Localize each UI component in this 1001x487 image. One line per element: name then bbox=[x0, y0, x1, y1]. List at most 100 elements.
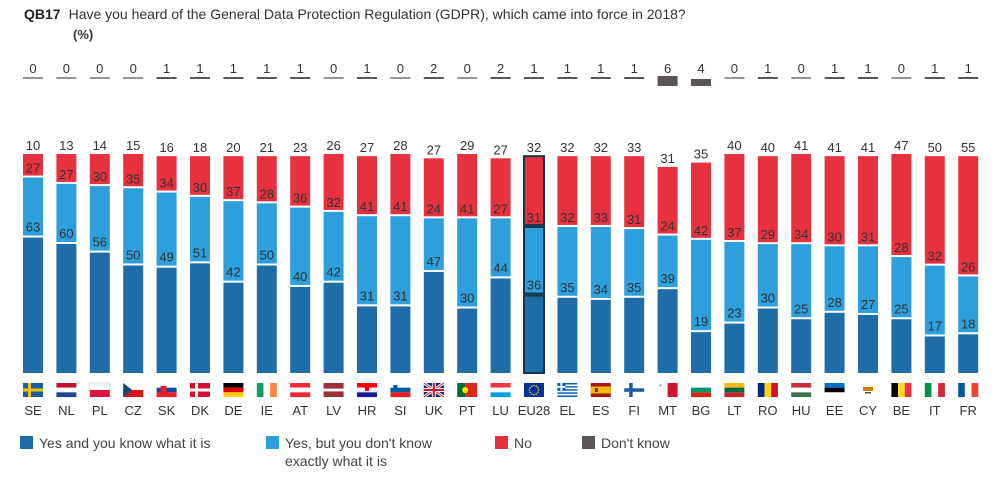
flag-lu-icon bbox=[490, 383, 511, 398]
label-dont-know-hu: 0 bbox=[798, 61, 805, 76]
category-label-cy: CY bbox=[859, 403, 877, 418]
flag-lv-icon bbox=[323, 383, 344, 397]
bar-yes-know-lu bbox=[490, 278, 511, 373]
bar-yes-dont-know-bg bbox=[691, 239, 711, 331]
bar-yes-know-es bbox=[590, 299, 611, 373]
label-no-se: 10 bbox=[26, 138, 40, 153]
label-dont-know-nl: 0 bbox=[63, 61, 70, 76]
label-yes-know-lv: 42 bbox=[326, 265, 340, 280]
label-dont-know-pt: 0 bbox=[464, 61, 471, 76]
bar-yes-know-el bbox=[557, 297, 578, 373]
label-dont-know-lv: 0 bbox=[330, 61, 337, 76]
bar-no-ee bbox=[824, 156, 845, 245]
bar-yes-know-ro bbox=[757, 308, 778, 373]
legend-label-yes-know: Yes and you know what it is bbox=[39, 435, 211, 451]
label-no-ee: 41 bbox=[827, 140, 841, 155]
category-label-fi: FI bbox=[628, 403, 640, 418]
label-yes-dont-know-pt: 41 bbox=[460, 201, 474, 216]
bar-no-uk bbox=[423, 158, 444, 217]
label-dont-know-uk: 2 bbox=[430, 61, 437, 76]
label-dont-know-pl: 0 bbox=[96, 61, 103, 76]
bar-no-cz bbox=[123, 154, 144, 187]
flag-de-icon bbox=[223, 383, 244, 398]
bar-yes-dont-know-it bbox=[924, 265, 945, 335]
category-label-fr: FR bbox=[960, 403, 977, 418]
label-yes-know-be: 25 bbox=[894, 301, 908, 316]
bar-yes-know-bg bbox=[691, 332, 711, 373]
bar-no-nl bbox=[56, 154, 77, 182]
label-yes-know-si: 31 bbox=[393, 288, 407, 303]
label-no-lu: 27 bbox=[493, 142, 507, 157]
bar-yes-know-eu28 bbox=[523, 294, 545, 375]
category-label-ie: IE bbox=[261, 403, 274, 418]
label-yes-know-lu: 44 bbox=[493, 260, 507, 275]
category-label-cz: CZ bbox=[125, 403, 142, 418]
bar-yes-dont-know-el bbox=[557, 226, 578, 296]
label-yes-know-ro: 30 bbox=[761, 291, 775, 306]
label-yes-dont-know-de: 37 bbox=[226, 184, 240, 199]
flag-eu28-icon bbox=[524, 383, 544, 397]
bar-yes-know-dk bbox=[190, 263, 210, 373]
label-dont-know-ro: 1 bbox=[764, 61, 771, 76]
category-label-de: DE bbox=[224, 403, 242, 418]
category-label-ee: EE bbox=[826, 403, 844, 418]
flag-fr-icon bbox=[958, 383, 979, 397]
label-dont-know-ie: 1 bbox=[263, 61, 270, 76]
label-no-eu28: 32 bbox=[527, 140, 541, 155]
bar-no-si bbox=[390, 154, 411, 215]
flag-hr-icon bbox=[357, 383, 377, 398]
label-dont-know-eu28: 1 bbox=[530, 61, 537, 76]
bar-yes-dont-know-pt bbox=[457, 218, 478, 307]
bar-no-cy bbox=[858, 156, 878, 245]
bar-no-hr bbox=[357, 156, 377, 215]
label-yes-know-es: 34 bbox=[594, 282, 608, 297]
flag-dk-icon bbox=[190, 383, 210, 397]
label-yes-know-mt: 39 bbox=[660, 271, 674, 286]
bar-no-ie bbox=[256, 156, 277, 202]
label-yes-know-hu: 25 bbox=[794, 301, 808, 316]
category-label-at: AT bbox=[292, 403, 308, 418]
label-dont-know-be: 0 bbox=[898, 61, 905, 76]
label-dont-know-hr: 1 bbox=[363, 61, 370, 76]
category-label-be: BE bbox=[893, 403, 911, 418]
bar-no-mt bbox=[657, 166, 678, 234]
stacked-bar-chart: 0632710SE0602713NL0563014PL0503515CZ1493… bbox=[23, 61, 979, 418]
category-label-hr: HR bbox=[358, 403, 377, 418]
legend-label-yes-dont-know: Yes, but you don't know exactly what it … bbox=[285, 435, 432, 469]
label-no-it: 50 bbox=[928, 140, 942, 155]
bar-no-bg bbox=[691, 162, 711, 238]
flag-es-icon bbox=[590, 383, 611, 397]
label-yes-dont-know-hu: 34 bbox=[794, 227, 808, 242]
flag-be-icon bbox=[891, 383, 912, 397]
unit-label: (%) bbox=[73, 27, 94, 42]
label-no-el: 32 bbox=[560, 140, 574, 155]
label-yes-dont-know-nl: 27 bbox=[59, 167, 73, 182]
bar-yes-dont-know-at bbox=[290, 207, 311, 285]
label-yes-dont-know-uk: 24 bbox=[427, 201, 441, 216]
category-label-lv: LV bbox=[326, 403, 341, 418]
label-no-es: 32 bbox=[594, 140, 608, 155]
flag-nl-icon bbox=[56, 383, 77, 398]
bar-yes-know-ie bbox=[256, 265, 277, 373]
flag-lt-icon bbox=[724, 383, 745, 398]
label-yes-dont-know-eu28: 31 bbox=[527, 210, 541, 225]
label-yes-know-lt: 23 bbox=[727, 306, 741, 321]
bar-yes-dont-know-se bbox=[23, 177, 43, 236]
category-label-uk: UK bbox=[425, 403, 443, 418]
label-no-lv: 26 bbox=[326, 138, 340, 153]
bar-yes-know-uk bbox=[423, 271, 444, 373]
label-yes-dont-know-lu: 27 bbox=[493, 201, 507, 216]
bar-yes-know-be bbox=[891, 319, 912, 373]
label-yes-know-uk: 47 bbox=[427, 254, 441, 269]
bar-no-de bbox=[223, 156, 244, 200]
bar-no-hu bbox=[791, 154, 812, 243]
label-dont-know-de: 1 bbox=[230, 61, 237, 76]
label-no-cz: 15 bbox=[126, 138, 140, 153]
label-no-pl: 14 bbox=[93, 138, 107, 153]
label-yes-dont-know-bg: 42 bbox=[694, 223, 708, 238]
label-dont-know-fr: 1 bbox=[965, 61, 972, 76]
bar-yes-dont-know-es bbox=[590, 226, 611, 298]
label-dont-know-bg: 4 bbox=[697, 61, 704, 76]
bar-dont-know-mt bbox=[657, 76, 678, 86]
bar-yes-know-pt bbox=[457, 308, 478, 373]
